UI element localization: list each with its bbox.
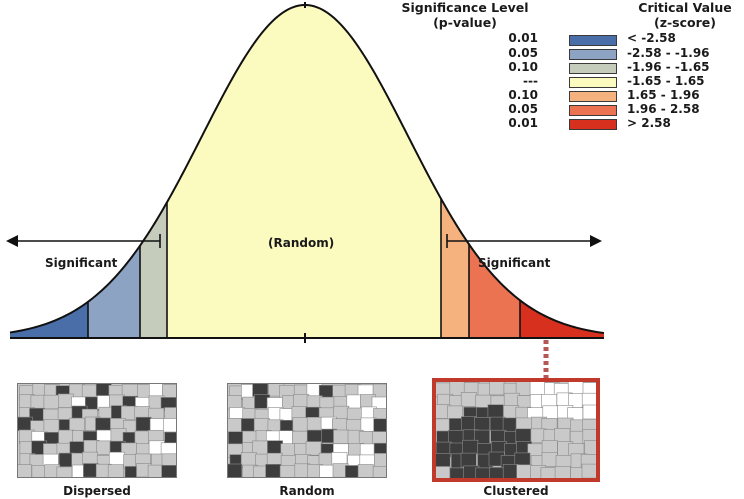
region-z-above-2-58: [520, 300, 604, 338]
legend-p-value: 0.01: [508, 116, 538, 130]
legend-swatch: [569, 49, 617, 60]
legend-z-score: -1.96 - -1.65: [627, 60, 710, 74]
tract-map: [228, 384, 386, 477]
legend-z-score: > 2.58: [627, 116, 671, 130]
legend-p-value: 0.05: [508, 102, 538, 116]
clustered-pattern-map: [432, 378, 600, 482]
region-z-2-58-to-1-96: [88, 245, 140, 338]
legend-z-score: -2.58 - -1.96: [627, 46, 710, 60]
dispersed-label: Dispersed: [63, 484, 131, 498]
legend-p-value: ---: [523, 74, 538, 88]
legend-swatch: [569, 91, 617, 102]
legend-swatch: [569, 35, 617, 46]
legend-swatch: [569, 63, 617, 74]
legend-p-value: 0.01: [508, 31, 538, 45]
critical-header-line1: Critical Value: [638, 0, 732, 15]
left-significant-label: Significant: [45, 256, 118, 270]
legend-swatch: [569, 77, 617, 88]
region-z-1-96-to-1-65: [140, 202, 167, 338]
critical-header-line2: (z-score): [654, 15, 716, 30]
region-z-1-65-to-1-96: [441, 198, 469, 338]
bell-curve-outline: [9, 4, 605, 335]
tract-map: [436, 382, 596, 478]
legend-swatch: [569, 105, 617, 116]
curve-region-fills: [10, 5, 604, 338]
right-significant-label: Significant: [478, 256, 551, 270]
right-significance-arrow: [446, 234, 602, 248]
random-pattern-map: [227, 383, 387, 478]
dispersed-pattern-map: [17, 383, 177, 478]
legend-p-value: 0.10: [508, 60, 538, 74]
random-label: (Random): [268, 236, 335, 250]
legend-z-score: < -2.58: [627, 31, 676, 45]
region-z-1-96-to-2-58: [469, 244, 520, 338]
legend-z-score: 1.65 - 1.96: [627, 88, 700, 102]
left-significance-arrow: [6, 234, 161, 248]
significance-level-header: Significance Level (p-value): [390, 0, 540, 30]
tract-map: [18, 384, 176, 477]
significance-header-line1: Significance Level: [401, 0, 529, 15]
legend-p-value: 0.05: [508, 46, 538, 60]
critical-value-header: Critical Value (z-score): [626, 0, 744, 30]
region-z-below-2-58: [10, 301, 88, 338]
random-pattern-label: Random: [279, 484, 335, 498]
region-z-random: [167, 5, 441, 338]
z-score-boundaries: [87, 198, 521, 338]
legend-swatch: [569, 119, 617, 130]
clustered-label: Clustered: [483, 484, 549, 498]
legend-p-value: 0.10: [508, 88, 538, 102]
legend-z-score: -1.65 - 1.65: [627, 74, 705, 88]
significance-header-line2: (p-value): [433, 15, 497, 30]
legend-z-score: 1.96 - 2.58: [627, 102, 700, 116]
